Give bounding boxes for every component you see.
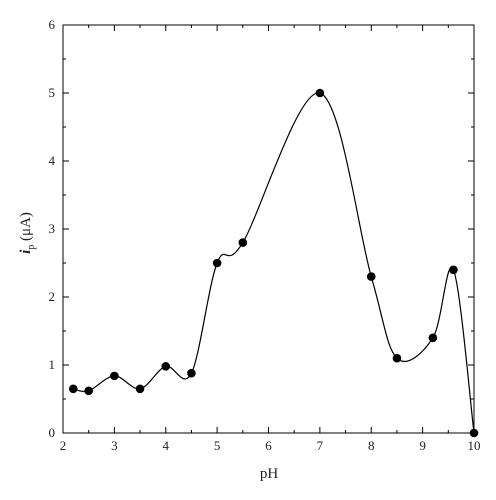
data-point: [161, 362, 171, 371]
data-point: [84, 386, 93, 396]
y-tick-label: 1: [49, 357, 56, 372]
x-tick-label: 6: [265, 438, 272, 453]
data-point: [212, 258, 222, 268]
x-tick-label: 3: [111, 438, 118, 453]
x-tick-label: 10: [468, 438, 481, 453]
x-tick-label: 8: [368, 438, 375, 453]
data-point: [469, 428, 479, 438]
y-axis-label: ip (μA): [18, 212, 37, 254]
y-axis-label-subscript: p: [26, 245, 37, 250]
data-point: [187, 368, 196, 378]
x-axis-label: pH: [260, 466, 279, 482]
x-tick-label: 5: [214, 438, 221, 453]
data-point: [392, 353, 402, 363]
axes: 2 3 4 5 6 7 8 9 10 0 1 2 3 4 5 6: [49, 17, 481, 453]
x-tick-label: 2: [60, 438, 67, 453]
y-tick-label: 6: [49, 17, 56, 32]
data-point: [238, 238, 248, 247]
y-axis-label-unit: (μA): [18, 212, 34, 245]
y-axis-label-symbol: i: [18, 249, 34, 254]
data-point: [428, 333, 438, 343]
x-tick-label: 4: [163, 438, 170, 453]
data-point: [135, 384, 145, 394]
data-point: [366, 272, 376, 281]
plot-frame: [62, 24, 475, 434]
series-curve: [73, 92, 475, 434]
y-tick-label: 4: [49, 153, 56, 168]
x-tick-label: 7: [317, 438, 324, 453]
y-tick-label: 3: [49, 221, 56, 236]
points-layer: [68, 88, 479, 438]
curve-layer: [73, 92, 475, 434]
x-tick-label: 9: [419, 438, 426, 453]
y-tick-label: 2: [49, 289, 56, 304]
data-point: [68, 384, 78, 394]
data-point: [110, 371, 119, 381]
data-point: [449, 265, 458, 275]
y-tick-label: 5: [49, 85, 56, 100]
data-point: [315, 88, 325, 98]
y-tick-label: 0: [49, 425, 56, 440]
